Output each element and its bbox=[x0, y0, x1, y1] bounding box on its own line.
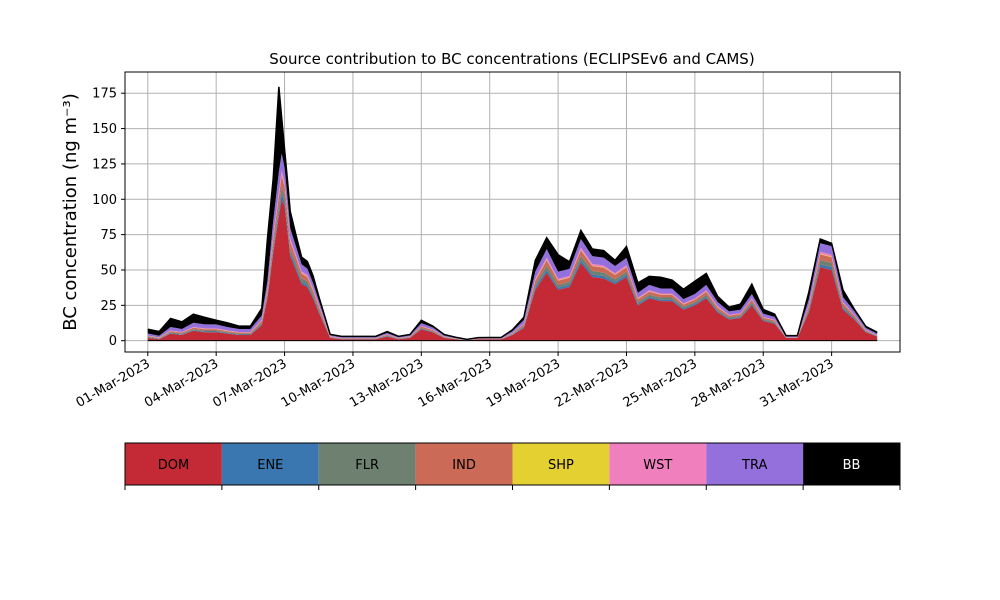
area-bb bbox=[147, 86, 878, 340]
x-tick-label: 13-Mar-2023 bbox=[347, 356, 426, 410]
legend-swatch-flr bbox=[318, 443, 416, 485]
y-tick-label: 150 bbox=[92, 122, 117, 137]
legend-swatch-ind bbox=[415, 443, 513, 485]
legend-label: TRA bbox=[741, 458, 767, 473]
x-tick-label: 25-Mar-2023 bbox=[621, 356, 700, 410]
x-tick-label: 04-Mar-2023 bbox=[142, 356, 221, 410]
area-dom bbox=[147, 199, 878, 341]
legend-label: SHP bbox=[548, 458, 574, 473]
x-tick-label: 22-Mar-2023 bbox=[552, 356, 631, 410]
legend-swatch-dom bbox=[125, 443, 222, 485]
legend-swatch-bb bbox=[803, 443, 900, 485]
x-tick-label: 28-Mar-2023 bbox=[689, 356, 768, 410]
legend-swatch-shp bbox=[512, 443, 610, 485]
y-tick-label: 75 bbox=[100, 228, 117, 243]
y-tick-label: 0 bbox=[109, 334, 117, 349]
y-tick-label: 125 bbox=[92, 157, 117, 172]
x-tick-label: 31-Mar-2023 bbox=[757, 356, 836, 410]
legend-label: FLR bbox=[355, 458, 379, 473]
x-tick-label: 01-Mar-2023 bbox=[74, 356, 153, 410]
x-tick-label: 07-Mar-2023 bbox=[210, 356, 289, 410]
y-tick-label: 175 bbox=[92, 87, 117, 102]
x-tick-label: 16-Mar-2023 bbox=[416, 356, 495, 410]
grid bbox=[125, 72, 900, 352]
legend-label: ENE bbox=[257, 458, 283, 473]
legend-swatch-wst bbox=[609, 443, 707, 485]
legend-label: WST bbox=[643, 458, 672, 473]
legend-swatch-tra bbox=[706, 443, 804, 485]
y-tick-label: 50 bbox=[100, 263, 117, 278]
x-tick-label: 19-Mar-2023 bbox=[484, 356, 563, 410]
stacked-areas bbox=[147, 86, 878, 342]
x-tick-label: 10-Mar-2023 bbox=[279, 356, 358, 410]
y-tick-label: 25 bbox=[100, 299, 117, 314]
y-axis-label: BC concentration (ng m⁻³) bbox=[60, 93, 81, 331]
legend-label: DOM bbox=[158, 458, 189, 473]
total-line bbox=[147, 86, 878, 341]
y-tick-label: 100 bbox=[92, 193, 117, 208]
area-tra bbox=[147, 153, 878, 341]
plot-frame bbox=[124, 71, 901, 353]
chart-title: Source contribution to BC concentrations… bbox=[269, 50, 754, 68]
legend: DOM ENE FLR IND SHP WST TRA BB bbox=[124, 442, 901, 490]
x-axis: 01-Mar-202304-Mar-202307-Mar-202310-Mar-… bbox=[74, 352, 837, 411]
legend-label: IND bbox=[452, 458, 476, 473]
y-axis: 0 25 50 75 100 125 150 175 bbox=[92, 87, 125, 349]
legend-label: BB bbox=[843, 458, 861, 473]
legend-swatch-ene bbox=[221, 443, 319, 485]
